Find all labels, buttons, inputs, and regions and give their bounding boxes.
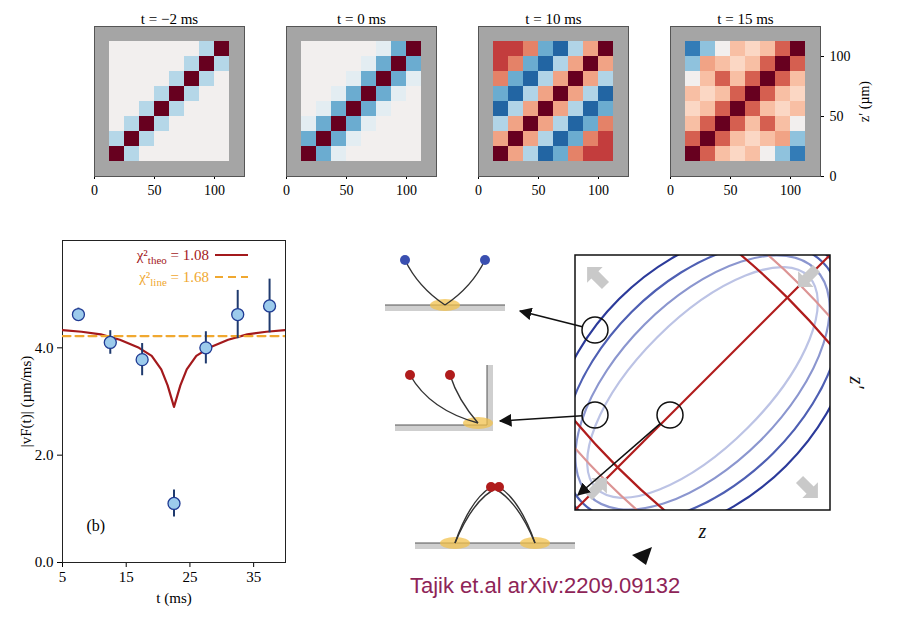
svg-text:t = 0 ms: t = 0 ms (337, 11, 386, 27)
svg-text:50: 50 (148, 183, 162, 198)
svg-text:2.0: 2.0 (35, 447, 54, 463)
svg-text:z: z (698, 520, 707, 542)
svg-text:0: 0 (91, 183, 98, 198)
svg-text:0: 0 (830, 169, 837, 184)
svg-text:100: 100 (830, 49, 851, 64)
svg-text:0: 0 (283, 183, 290, 198)
svg-text:100: 100 (204, 183, 225, 198)
svg-text:z′: z′ (846, 375, 868, 389)
svg-text:χ²theo = 1.08: χ²theo = 1.08 (136, 247, 209, 266)
svg-text:t = −2 ms: t = −2 ms (141, 11, 199, 27)
svg-text:100: 100 (588, 183, 609, 198)
svg-text:0: 0 (667, 183, 674, 198)
svg-text:χ²line = 1.68: χ²line = 1.68 (138, 269, 209, 288)
svg-text:35: 35 (246, 569, 261, 585)
svg-text:t = 15 ms: t = 15 ms (717, 11, 774, 27)
svg-text:5: 5 (59, 569, 67, 585)
svg-text:t = 10 ms: t = 10 ms (525, 11, 582, 27)
svg-text:50: 50 (340, 183, 354, 198)
svg-text:50: 50 (724, 183, 738, 198)
svg-text:4.0: 4.0 (35, 340, 54, 356)
svg-text:50: 50 (532, 183, 546, 198)
svg-text:t (ms): t (ms) (156, 590, 191, 607)
svg-text:100: 100 (396, 183, 417, 198)
svg-text:25: 25 (182, 569, 197, 585)
svg-text:Tajik et.al arXiv:2209.09132: Tajik et.al arXiv:2209.09132 (410, 573, 680, 598)
svg-text:100: 100 (780, 183, 801, 198)
svg-text:15: 15 (119, 569, 134, 585)
svg-text:0.0: 0.0 (35, 554, 54, 570)
svg-text:50: 50 (830, 109, 844, 124)
svg-text:(b): (b) (87, 517, 106, 535)
svg-text:z′ (µm): z′ (µm) (857, 81, 873, 122)
svg-text:|vF(t)| (µm/ms): |vF(t)| (µm/ms) (18, 356, 35, 448)
svg-text:0: 0 (475, 183, 482, 198)
